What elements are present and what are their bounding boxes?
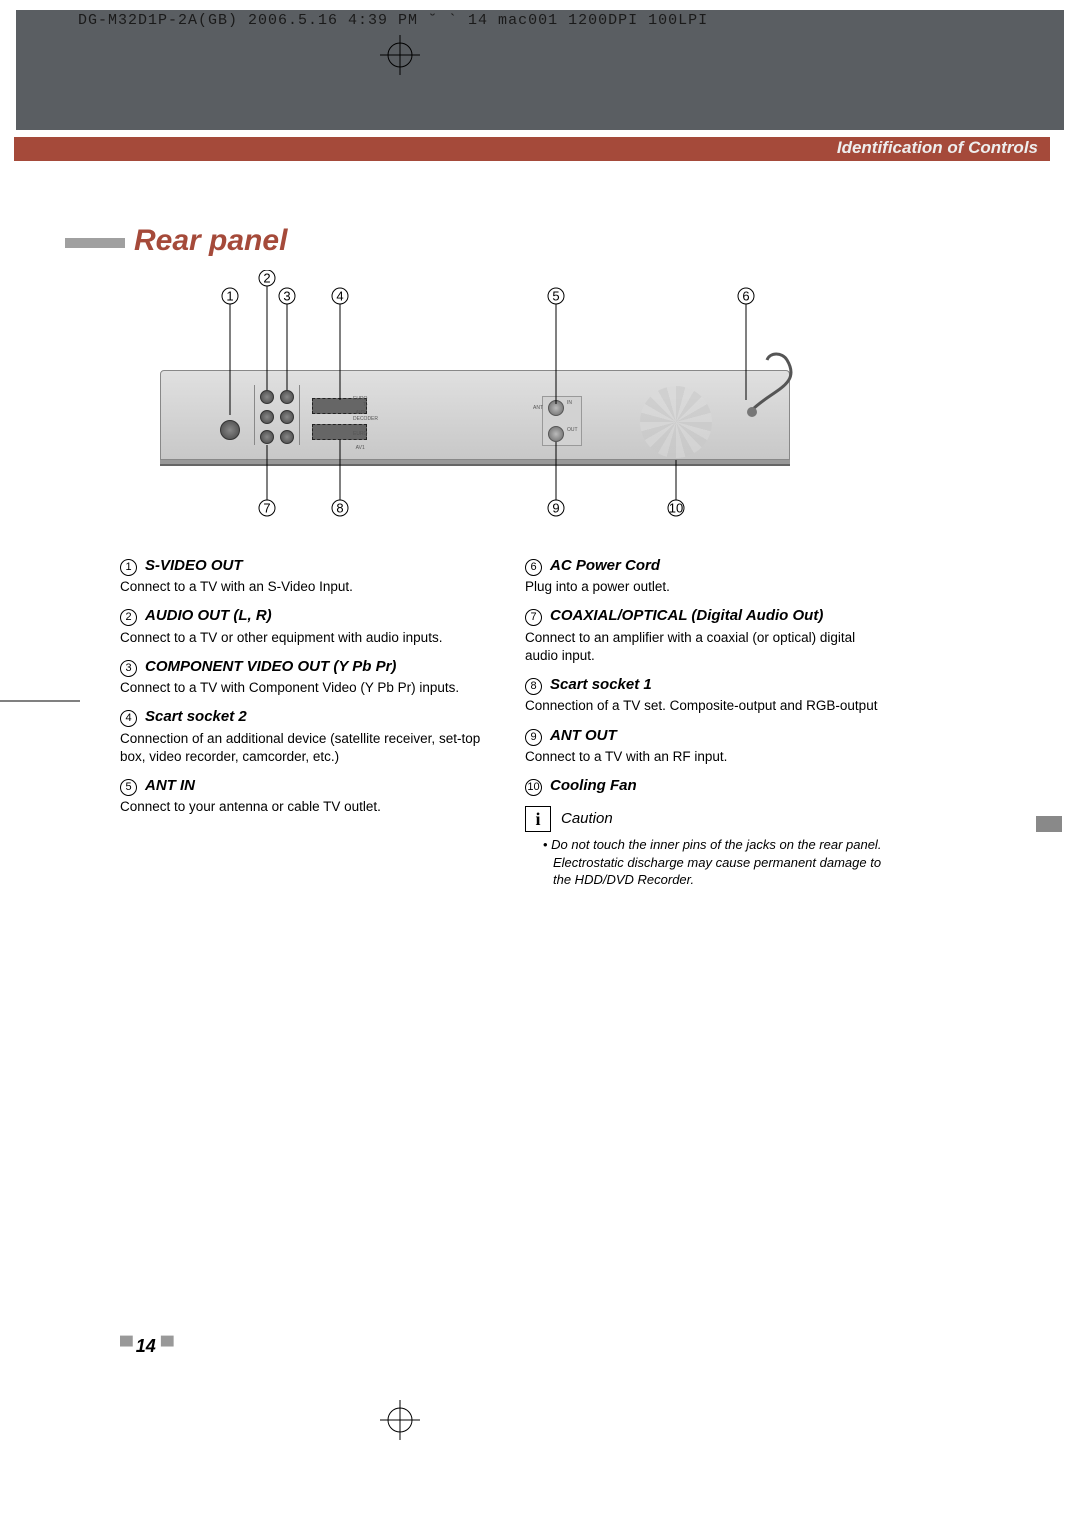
item-number: 10 <box>525 779 542 796</box>
svg-text:2: 2 <box>263 271 270 286</box>
caution-title: Caution <box>561 809 613 829</box>
caution-block: i Caution Do not touch the inner pins of t… <box>525 806 890 889</box>
title-accent-bar <box>65 238 125 248</box>
caution-icon: i <box>525 806 551 832</box>
left-trim-line <box>0 700 80 702</box>
desc-item-8: 8 Scart socket 1 Connection of a TV set. C… <box>525 675 890 715</box>
item-title: S-VIDEO OUT <box>145 556 243 576</box>
item-title: COMPONENT VIDEO OUT (Y Pb Pr) <box>145 657 396 677</box>
item-number: 1 <box>120 559 137 576</box>
svg-text:3: 3 <box>283 289 290 304</box>
desc-item-1: 1 S-VIDEO OUT Connect to a TV with an S-Vi… <box>120 556 485 596</box>
item-desc: Connect to an amplifier with a coaxial (… <box>525 629 890 665</box>
item-title: COAXIAL/OPTICAL (Digital Audio Out) <box>550 606 823 626</box>
svg-text:6: 6 <box>742 289 749 304</box>
item-title: ANT OUT <box>550 726 617 746</box>
crop-target-top <box>380 35 420 75</box>
left-column: 1 S-VIDEO OUT Connect to a TV with an S-Vi… <box>120 556 485 889</box>
svg-text:1: 1 <box>226 289 233 304</box>
svg-text:4: 4 <box>336 289 343 304</box>
side-tab <box>1036 816 1062 832</box>
desc-item-5: 5 ANT IN Connect to your antenna or cable … <box>120 776 485 816</box>
crop-target-bottom <box>380 1400 420 1440</box>
item-desc: Connect to a TV with an S-Video Input. <box>120 578 485 596</box>
item-title: AC Power Cord <box>550 556 660 576</box>
item-number: 4 <box>120 710 137 727</box>
caution-text: Do not touch the inner pins of the jacks… <box>553 836 890 889</box>
item-desc: Plug into a power outlet. <box>525 578 890 596</box>
right-column: 6 AC Power Cord Plug into a power outlet. 7… <box>525 556 890 889</box>
callout-overlay: 1 2 3 4 5 6 7 8 9 10 <box>150 270 800 530</box>
item-desc: Connect to a TV with Component Video (Y … <box>120 679 485 697</box>
item-number: 6 <box>525 559 542 576</box>
page-number: ▀ 14 ▀ <box>120 1336 172 1357</box>
svg-text:10: 10 <box>669 501 683 516</box>
desc-item-9: 9 ANT OUT Connect to a TV with an RF input… <box>525 726 890 766</box>
rear-panel-diagram: EURO AV2 T-DECODER EURO AV1 ANT IN OUT 1… <box>150 270 800 530</box>
header-section-title: Identification of Controls <box>14 137 1050 161</box>
item-number: 7 <box>525 609 542 626</box>
item-desc: Connect to a TV with an RF input. <box>525 748 890 766</box>
item-desc: Connect to a TV or other equipment with … <box>120 629 485 647</box>
desc-item-7: 7 COAXIAL/OPTICAL (Digital Audio Out) Conn… <box>525 606 890 665</box>
item-number: 2 <box>120 609 137 626</box>
item-desc: Connect to your antenna or cable TV outl… <box>120 798 485 816</box>
item-number: 5 <box>120 779 137 796</box>
item-desc: Connection of a TV set. Composite-output… <box>525 697 890 715</box>
item-title: Cooling Fan <box>550 776 637 796</box>
item-title: Scart socket 1 <box>550 675 652 695</box>
item-title: AUDIO OUT (L, R) <box>145 606 272 626</box>
item-title: Scart socket 2 <box>145 707 247 727</box>
description-columns: 1 S-VIDEO OUT Connect to a TV with an S-Vi… <box>120 556 890 889</box>
svg-text:7: 7 <box>263 501 270 516</box>
item-number: 9 <box>525 729 542 746</box>
svg-text:5: 5 <box>552 289 559 304</box>
item-number: 3 <box>120 660 137 677</box>
svg-text:9: 9 <box>552 501 559 516</box>
svg-text:8: 8 <box>336 501 343 516</box>
item-number: 8 <box>525 678 542 695</box>
desc-item-3: 3 COMPONENT VIDEO OUT (Y Pb Pr) Connect to… <box>120 657 485 697</box>
print-meta-line: DG-M32D1P-2A(GB) 2006.5.16 4:39 PM ˘ ` 1… <box>78 12 708 29</box>
desc-item-2: 2 AUDIO OUT (L, R) Connect to a TV or othe… <box>120 606 485 646</box>
item-desc: Connection of an additional device (sate… <box>120 730 485 766</box>
desc-item-4: 4 Scart socket 2 Connection of an addition… <box>120 707 485 766</box>
desc-item-10: 10 Cooling Fan <box>525 776 890 796</box>
item-title: ANT IN <box>145 776 195 796</box>
section-title: Rear panel <box>130 224 287 258</box>
desc-item-6: 6 AC Power Cord Plug into a power outlet. <box>525 556 890 596</box>
